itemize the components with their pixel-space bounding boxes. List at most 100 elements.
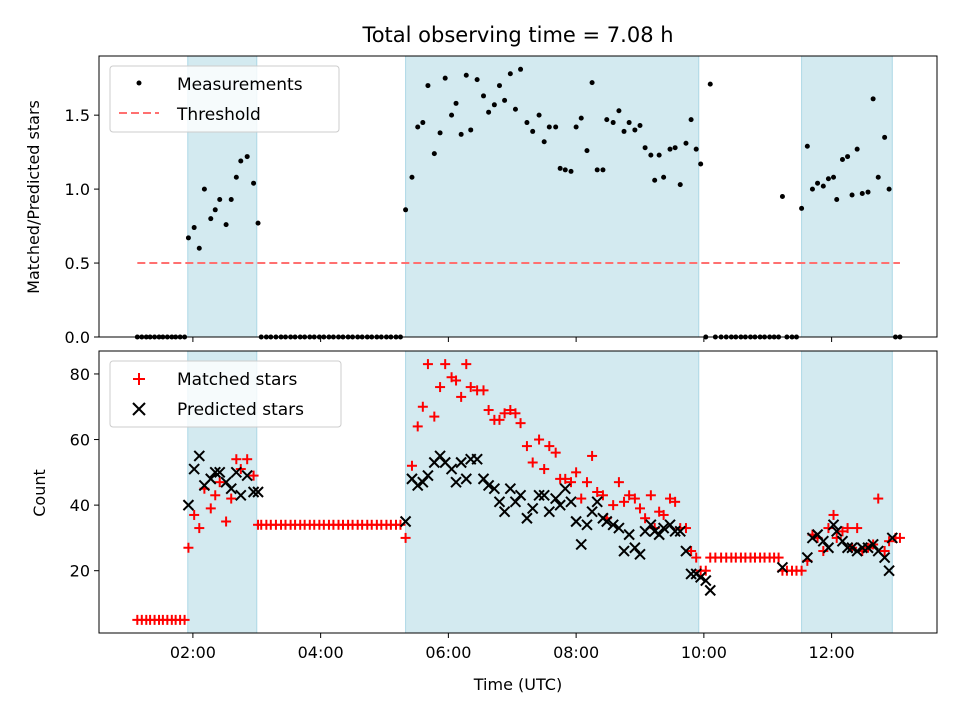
predicted-star-point-b xyxy=(209,466,221,479)
predicted-star-point xyxy=(613,522,625,534)
measurement-point xyxy=(223,222,229,228)
predicted-star-point xyxy=(607,519,619,531)
measurement-point xyxy=(518,66,524,72)
matched-star-point xyxy=(412,421,423,432)
predicted-star-point xyxy=(252,486,264,498)
matched-star-point xyxy=(796,565,807,576)
matched-star-point xyxy=(440,359,451,370)
matched-star-point xyxy=(527,457,538,468)
matched-star-point xyxy=(435,382,446,393)
x-tick-label: 06:00 xyxy=(425,643,471,662)
matched-star-point xyxy=(597,490,608,501)
predicted-star-point-b xyxy=(450,476,462,488)
matched-star-point xyxy=(619,496,630,507)
measurement-point xyxy=(594,167,600,173)
predicted-star-point xyxy=(680,545,692,557)
y-tick-label: 0.5 xyxy=(65,254,90,273)
predicted-star-point-b xyxy=(241,469,253,482)
measurement-point xyxy=(831,174,837,180)
predicted-star-point-b xyxy=(205,473,217,485)
predicted-star-point xyxy=(209,466,221,479)
measurement-point xyxy=(201,186,207,192)
matched-star-point xyxy=(505,405,516,416)
predicted-star-point-b xyxy=(182,499,195,511)
matched-star-point xyxy=(665,493,676,504)
predicted-star-point-b xyxy=(521,512,533,524)
predicted-star-point xyxy=(399,515,412,528)
matched-star-point xyxy=(456,391,467,402)
measurement-point xyxy=(600,167,606,173)
predicted-star-point-b xyxy=(214,466,226,479)
predicted-star-point xyxy=(806,532,819,544)
predicted-star-point xyxy=(188,463,200,475)
predicted-star-point-b xyxy=(883,564,895,577)
predicted-star-point-b xyxy=(581,519,593,531)
measurement-point xyxy=(661,174,667,180)
predicted-star-point xyxy=(883,564,895,577)
predicted-stars-legend-marker xyxy=(132,402,146,416)
measurement-point xyxy=(584,148,590,154)
matched-star-point xyxy=(624,490,635,501)
predicted-star-point-b xyxy=(841,542,854,554)
measurement-point xyxy=(693,146,699,152)
measurement-point xyxy=(859,191,865,197)
measurement-point xyxy=(546,124,552,130)
predicted-star-point-b xyxy=(526,502,539,515)
measurement-point xyxy=(442,75,448,81)
measurement-point xyxy=(449,112,455,118)
predicted-star-point xyxy=(841,542,854,554)
measurement-point xyxy=(854,146,860,152)
measurement-point xyxy=(463,72,469,78)
measurements-points xyxy=(134,66,903,340)
matched-star-point xyxy=(461,359,472,370)
measurement-point xyxy=(779,194,785,199)
matched-stars-points xyxy=(132,359,905,625)
matched-star-point xyxy=(478,385,489,396)
predicted-star-point xyxy=(867,538,879,551)
measurement-point xyxy=(453,100,459,106)
measurement-point xyxy=(486,109,492,115)
top-panel: 0.0 0.5 1.0 1.5 Matched/Predicted stars Mea… xyxy=(24,55,938,347)
top-panel-x-ticks xyxy=(192,337,833,342)
measurement-point xyxy=(458,131,464,137)
predicted-star-point xyxy=(645,519,657,531)
predicted-star-point-b xyxy=(674,525,686,538)
predicted-star-point-b xyxy=(455,456,467,469)
measurement-point xyxy=(557,165,563,171)
predicted-star-point xyxy=(634,548,646,561)
predicted-star-point-b xyxy=(878,551,891,564)
predicted-star-point-b xyxy=(482,479,495,492)
predicted-star-point xyxy=(235,489,247,501)
predicted-star-point-b xyxy=(657,522,670,534)
measurement-point xyxy=(839,157,845,163)
predicted-star-point xyxy=(831,525,843,538)
predicted-star-point-b xyxy=(629,542,641,554)
predicted-star-point-b xyxy=(680,545,692,557)
matched-star-point xyxy=(395,519,406,530)
legend-label-matched-stars: Matched stars xyxy=(177,370,297,390)
predicted-star-point-b xyxy=(509,496,522,508)
x-tick-label: 02:00 xyxy=(170,643,216,662)
predicted-star-point-b xyxy=(618,545,630,557)
predicted-star-point-b xyxy=(439,456,451,469)
predicted-star-point-b xyxy=(570,515,582,528)
measurement-point xyxy=(804,143,810,149)
predicted-star-point xyxy=(533,489,545,501)
predicted-star-point-b xyxy=(634,548,646,561)
predicted-star-point-b xyxy=(801,551,814,564)
predicted-star-point-b xyxy=(704,584,716,597)
x-tick-label: 10:00 xyxy=(681,643,727,662)
predicted-star-point-b xyxy=(817,535,830,547)
measurement-point xyxy=(536,112,542,118)
matched-star-point xyxy=(417,401,428,412)
matched-star-point xyxy=(634,503,645,514)
matched-star-point xyxy=(221,516,232,527)
predicted-star-point-b xyxy=(445,463,458,475)
measurement-point xyxy=(656,152,662,158)
predicted-star-point xyxy=(412,479,424,492)
measurement-point xyxy=(642,145,648,151)
legend-label-predicted-stars: Predicted stars xyxy=(177,400,304,420)
predicted-star-point-b xyxy=(543,505,556,518)
predicted-star-point xyxy=(674,525,686,538)
